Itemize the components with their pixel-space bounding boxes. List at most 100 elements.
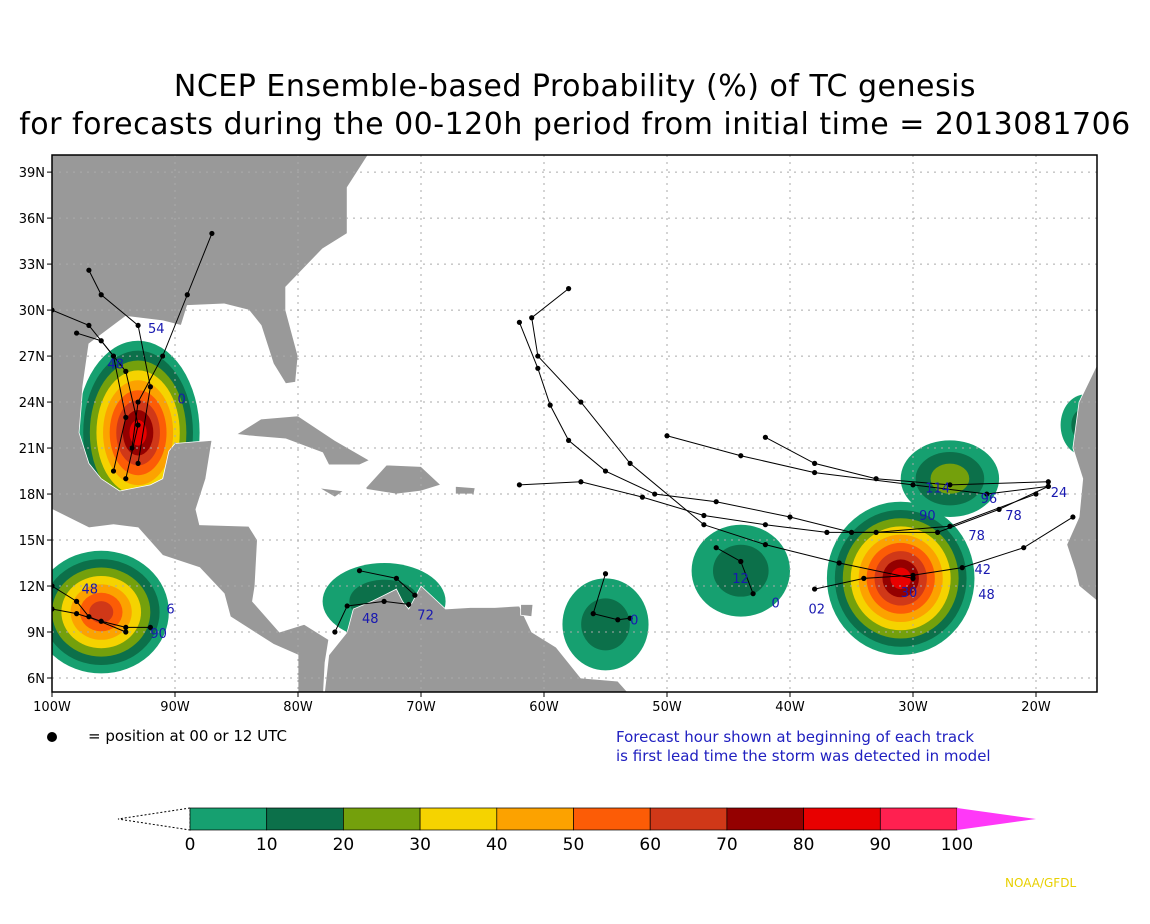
colorbar-bin bbox=[879, 807, 958, 831]
forecast-hour-label: 72 bbox=[417, 609, 434, 624]
track-position-dot bbox=[935, 529, 941, 535]
track-position-dot bbox=[135, 460, 141, 466]
track-position-dot bbox=[356, 568, 363, 574]
colorbar-over-triangle bbox=[957, 808, 1036, 830]
track-position-dot bbox=[412, 592, 418, 598]
track-position-dot bbox=[738, 558, 744, 565]
land-cuba bbox=[235, 415, 371, 466]
lat-label: 6N bbox=[27, 672, 45, 687]
lat-label: 36N bbox=[19, 212, 45, 227]
map-frame bbox=[51, 154, 1098, 693]
lon-label: 50W bbox=[652, 700, 682, 715]
track-position-dot bbox=[738, 453, 744, 459]
probability-contour-10 bbox=[581, 598, 630, 651]
lat-label: 30N bbox=[19, 304, 45, 319]
track-position-dot bbox=[529, 315, 535, 321]
lon-label: 60W bbox=[529, 700, 559, 715]
lon-label: 70W bbox=[406, 700, 436, 715]
track-position-dot bbox=[713, 545, 719, 551]
lon-label: 90W bbox=[160, 700, 190, 715]
track-position-dot bbox=[836, 560, 842, 566]
forecast-hour-label: 48 bbox=[82, 583, 99, 598]
forecast-hour-label: 54 bbox=[148, 322, 165, 337]
track-position-dot bbox=[110, 353, 117, 359]
colorbar-bin bbox=[343, 807, 421, 831]
track-position-dot bbox=[627, 615, 633, 621]
track-position-dot bbox=[547, 402, 553, 408]
track-position-dot bbox=[86, 267, 92, 273]
forecast-hour-label: 0 bbox=[630, 613, 638, 628]
track-position-dot bbox=[74, 598, 80, 604]
track-position-dot bbox=[812, 586, 818, 592]
track-position-dot bbox=[812, 469, 818, 476]
land-hispaniola bbox=[365, 464, 442, 495]
lat-label: 24N bbox=[19, 396, 45, 411]
track-position-dot bbox=[910, 482, 916, 488]
track-position-dot bbox=[147, 384, 153, 390]
track-position-dot bbox=[713, 499, 719, 505]
forecast-hour-label: 0 bbox=[772, 596, 780, 611]
colorbar-tick-label: 70 bbox=[716, 835, 738, 855]
colorbar-tick-label: 30 bbox=[409, 835, 431, 855]
forecast-hour-label: 114 bbox=[925, 482, 950, 497]
forecast-hour-label: 12 bbox=[732, 572, 749, 587]
storm-track bbox=[814, 516, 1074, 590]
track-position-dot bbox=[516, 319, 523, 325]
track-position-dot bbox=[947, 523, 953, 529]
track-position-dot bbox=[812, 460, 818, 466]
lat-label: 15N bbox=[19, 534, 45, 549]
colorbar-under-triangle bbox=[117, 807, 191, 831]
track-position-dot bbox=[1021, 545, 1027, 551]
land-north-america bbox=[52, 155, 369, 692]
forecast-hour-label: 24 bbox=[1051, 486, 1068, 501]
lon-label: 30W bbox=[898, 700, 928, 715]
forecast-hour-label: 48 bbox=[362, 612, 379, 627]
lon-label: 100W bbox=[33, 700, 71, 715]
colorbar-tick-label: 10 bbox=[256, 835, 278, 855]
colorbar-tick-label: 80 bbox=[793, 835, 815, 855]
track-position-dot bbox=[873, 476, 879, 482]
lat-label: 9N bbox=[27, 626, 45, 641]
storm-track bbox=[52, 585, 126, 633]
track-position-dot bbox=[566, 286, 572, 292]
track-position-dot bbox=[750, 591, 756, 597]
track-position-dot bbox=[984, 491, 990, 497]
track-position-dot bbox=[123, 629, 129, 635]
colorbar-bin bbox=[649, 807, 728, 831]
track-position-dot bbox=[947, 482, 953, 488]
land-canada bbox=[347, 80, 470, 149]
colorbar-bin bbox=[189, 807, 268, 831]
lat-label: 33N bbox=[19, 258, 45, 273]
colorbar-tick-label: 40 bbox=[486, 835, 508, 855]
forecast-hour-label: 90 bbox=[150, 627, 167, 642]
land-africa bbox=[1066, 363, 1097, 602]
track-position-dot bbox=[861, 575, 867, 581]
track-position-dot bbox=[787, 514, 793, 520]
track-position-dot bbox=[135, 322, 141, 329]
lon-label: 20W bbox=[1021, 700, 1051, 715]
track-position-dot bbox=[123, 476, 129, 482]
track-position-dot bbox=[873, 529, 879, 535]
title-line-1: NCEP Ensemble-based Probability (%) of T… bbox=[173, 69, 977, 104]
lat-label: 39N bbox=[19, 166, 45, 181]
forecast-hour-label: 78 bbox=[1005, 509, 1022, 524]
track-position-dot bbox=[209, 230, 215, 237]
track-position-dot bbox=[110, 468, 117, 474]
track-position-dot bbox=[701, 512, 707, 519]
storm-track bbox=[666, 435, 1049, 495]
colorbar-bin bbox=[573, 807, 651, 831]
lat-label: 18N bbox=[19, 488, 45, 503]
track-position-dot bbox=[1070, 514, 1076, 520]
track-position-dot bbox=[590, 611, 596, 617]
track-position-dot bbox=[652, 491, 658, 497]
track-position-dot bbox=[910, 572, 916, 578]
forecast-hour-label: 90 bbox=[919, 509, 936, 524]
track-position-dot bbox=[160, 353, 166, 359]
track-position-dot bbox=[959, 565, 965, 571]
colorbar-bin bbox=[803, 807, 881, 831]
land-puerto-rico bbox=[455, 485, 476, 495]
probability-contour-60 bbox=[89, 601, 114, 624]
colorbar-tick-label: 50 bbox=[563, 835, 585, 855]
track-position-dot bbox=[627, 460, 633, 466]
